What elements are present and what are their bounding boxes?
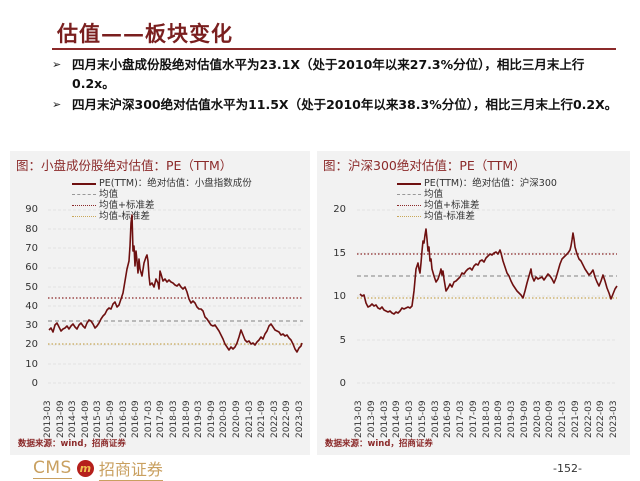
x-tick-label: 2015-09 <box>106 400 116 438</box>
x-tick-label: 2023-03 <box>609 400 619 438</box>
x-tick-label: 2017-09 <box>156 400 167 438</box>
x-tick-label: 2013-03 <box>354 400 364 438</box>
bullet-text: 四月末沪深300绝对估值水平为11.5X（处于2010年以来38.3%分位），相… <box>72 97 618 112</box>
plot-area <box>48 209 303 384</box>
bullet-item: ➢ 四月末沪深300绝对估值水平为11.5X（处于2010年以来38.3%分位）… <box>50 95 620 114</box>
x-tick-label: 2019-03 <box>507 400 517 438</box>
legend-item-mean-minus-sd: 均值-标准差 <box>72 211 252 222</box>
x-tick-label: 2015-03 <box>405 400 415 438</box>
x-tick-label: 2023-03 <box>295 400 305 438</box>
chart-legend: PE(TTM)：绝对估值：沪深300 均值 均值+标准差 均值-标准差 <box>397 178 557 222</box>
bullet-text: 四月末小盘成份股绝对估值水平为23.1X（处于2010年以来27.3%分位），相… <box>72 57 585 91</box>
dashed-line-swatch-icon <box>397 194 421 195</box>
logo-text-cn: 招商证券 <box>98 456 163 481</box>
x-tick-label: 2020-09 <box>545 400 556 438</box>
x-tick-label: 2022-03 <box>269 400 280 438</box>
solid-line-swatch-icon <box>72 182 96 185</box>
x-tick-label: 2018-09 <box>181 400 192 438</box>
x-tick-label: 2021-03 <box>558 400 568 438</box>
x-tick-label: 2020-03 <box>532 400 543 438</box>
logo-text-en: CMS <box>33 458 72 479</box>
dashed-line-swatch-icon <box>72 194 96 195</box>
bullet-item: ➢ 四月末小盘成份股绝对估值水平为23.1X（处于2010年以来27.3%分位）… <box>50 55 620 93</box>
x-tick-label: 2020-03 <box>219 400 230 438</box>
x-tick-label: 2019-09 <box>519 400 530 438</box>
data-source-note: 数据来源：wind，招商证券 <box>325 439 433 449</box>
arrow-bullet-icon: ➢ <box>52 58 62 71</box>
legend-item-mean: 均值 <box>72 189 252 200</box>
page-number: -152- <box>553 462 582 475</box>
x-tick-label: 2022-09 <box>596 400 607 438</box>
x-tick-label: 2015-03 <box>93 400 104 438</box>
x-tick-label: 2014-09 <box>80 400 91 438</box>
chart-title: 图：沪深300绝对估值：PE（TTM） <box>323 158 526 173</box>
dotted-line-swatch-icon <box>397 216 421 217</box>
x-tick-label: 2016-09 <box>131 400 142 438</box>
x-tick-label: 2014-03 <box>379 400 390 438</box>
pe-line-csi300 <box>359 228 618 315</box>
x-tick-label: 2016-03 <box>118 400 129 438</box>
x-tick-label: 2014-03 <box>68 400 79 438</box>
title-divider <box>52 48 616 50</box>
x-tick-label: 2021-03 <box>244 400 255 438</box>
x-tick-label: 2019-09 <box>206 400 217 438</box>
x-tick-label: 2021-09 <box>570 400 581 438</box>
x-tick-label: 2013-09 <box>366 400 377 438</box>
data-source-note: 数据来源：wind，招商证券 <box>18 439 126 449</box>
gridlines <box>48 209 303 384</box>
x-tick-label: 2018-03 <box>481 400 492 438</box>
summary-bullets: ➢ 四月末小盘成份股绝对估值水平为23.1X（处于2010年以来27.3%分位）… <box>50 55 620 116</box>
legend-item-pe: PE(TTM)：绝对估值：小盘指数成份 <box>72 178 252 189</box>
legend-item-mean-minus-sd: 均值-标准差 <box>397 211 557 222</box>
logo-mark-icon: m <box>76 460 94 477</box>
dotted-line-swatch-icon <box>397 205 421 206</box>
legend-item-mean: 均值 <box>397 189 557 200</box>
chart-panel-small-cap: 图：小盘成份股绝对估值：PE（TTM） PE(TTM)：绝对估值：小盘指数成份 … <box>10 151 310 455</box>
x-tick-label: 2020-09 <box>232 400 242 438</box>
legend-item-pe: PE(TTM)：绝对估值：沪深300 <box>397 178 557 189</box>
x-tick-label: 2017-03 <box>456 400 466 438</box>
pe-line-small-cap <box>48 214 303 353</box>
arrow-bullet-icon: ➢ <box>52 98 62 111</box>
x-tick-label: 2013-09 <box>55 400 66 438</box>
chart-title: 图：小盘成份股绝对估值：PE（TTM） <box>16 158 233 173</box>
legend-item-mean-plus-sd: 均值+标准差 <box>72 200 252 211</box>
x-tick-label: 2022-03 <box>583 400 594 438</box>
chart-panel-csi300: 图：沪深300绝对估值：PE（TTM） PE(TTM)：绝对估值：沪深300 均… <box>317 151 630 455</box>
x-tick-label: 2018-09 <box>494 400 505 438</box>
x-tick-label: 2021-09 <box>257 400 268 438</box>
x-tick-label: 2019-03 <box>194 400 205 438</box>
x-tick-label: 2014-09 <box>392 400 403 438</box>
x-tick-label: 2022-09 <box>282 400 293 438</box>
dotted-line-swatch-icon <box>72 205 96 206</box>
x-tick-label: 2013-03 <box>43 400 53 438</box>
chart-legend: PE(TTM)：绝对估值：小盘指数成份 均值 均值+标准差 均值-标准差 <box>72 178 252 222</box>
x-tick-label: 2018-03 <box>169 400 179 438</box>
page-title: 估值——板块变化 <box>57 21 233 46</box>
x-tick-label: 2017-09 <box>468 400 479 438</box>
gridlines <box>357 209 617 384</box>
x-tick-label: 2017-03 <box>143 400 154 438</box>
x-tick-label: 2016-09 <box>443 400 454 438</box>
dotted-line-swatch-icon <box>72 216 96 217</box>
plot-area <box>357 209 618 384</box>
legend-item-mean-plus-sd: 均值+标准差 <box>397 200 557 211</box>
company-logo: CMS m 招商证券 <box>33 456 163 481</box>
solid-line-swatch-icon <box>397 182 421 185</box>
x-tick-label: 2015-09 <box>417 400 428 438</box>
x-tick-label: 2016-03 <box>430 400 441 438</box>
